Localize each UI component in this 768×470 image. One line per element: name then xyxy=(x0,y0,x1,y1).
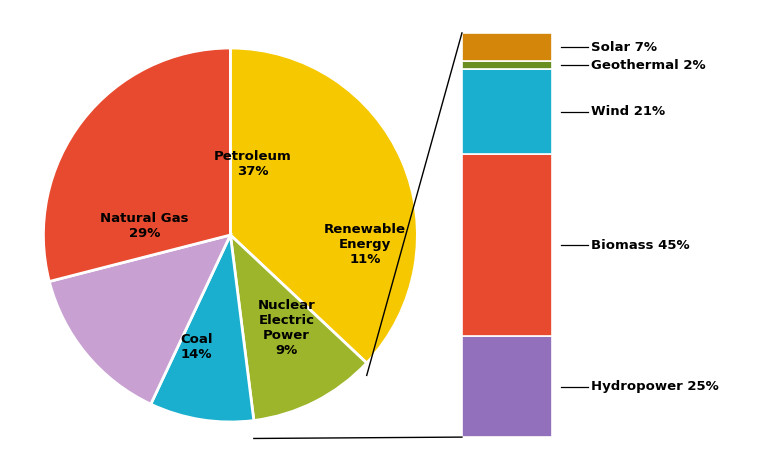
Text: Coal
14%: Coal 14% xyxy=(180,333,213,361)
Wedge shape xyxy=(44,48,230,282)
Wedge shape xyxy=(230,235,366,421)
Text: Renewable
Energy
11%: Renewable Energy 11% xyxy=(324,223,406,266)
Bar xyxy=(462,154,551,336)
Bar xyxy=(462,69,551,154)
Wedge shape xyxy=(230,48,417,363)
Text: Petroleum
37%: Petroleum 37% xyxy=(214,150,292,178)
Text: Wind 21%: Wind 21% xyxy=(591,105,666,118)
Wedge shape xyxy=(49,235,230,404)
Text: Nuclear
Electric
Power
9%: Nuclear Electric Power 9% xyxy=(257,299,316,358)
Text: Solar 7%: Solar 7% xyxy=(591,40,657,54)
Bar xyxy=(462,33,551,61)
Text: Geothermal 2%: Geothermal 2% xyxy=(591,59,706,72)
Text: Hydropower 25%: Hydropower 25% xyxy=(591,380,719,393)
Wedge shape xyxy=(151,235,254,422)
Text: Biomass 45%: Biomass 45% xyxy=(591,239,690,251)
Text: Natural Gas
29%: Natural Gas 29% xyxy=(100,212,189,240)
Bar xyxy=(462,336,551,437)
Bar xyxy=(462,61,551,69)
